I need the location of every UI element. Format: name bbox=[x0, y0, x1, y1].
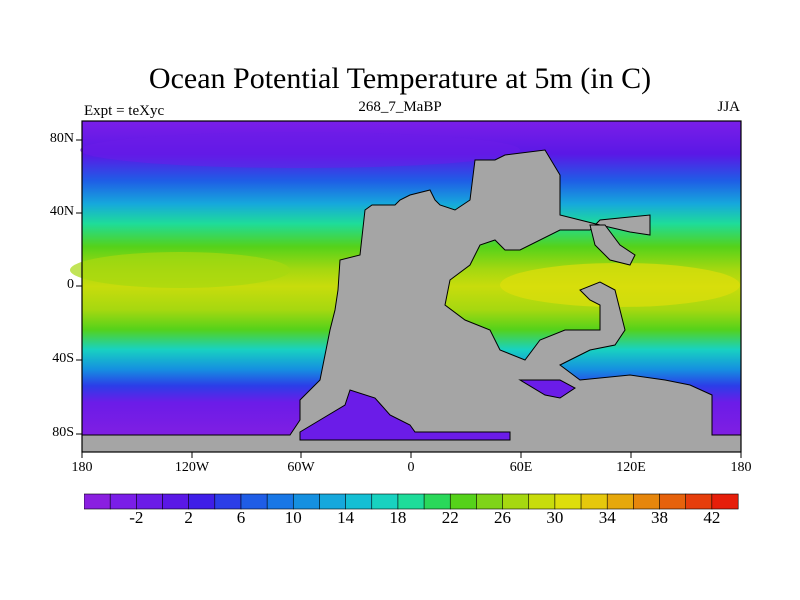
colorbar-tick-label: 42 bbox=[703, 508, 721, 527]
y-tick-label: 40N bbox=[49, 204, 74, 219]
colorbar-swatch bbox=[423, 493, 451, 510]
colorbar-swatch bbox=[711, 493, 739, 510]
colorbar-swatch bbox=[580, 493, 608, 510]
x-tick-label: 120W bbox=[174, 460, 210, 475]
colorbar-swatch bbox=[554, 493, 582, 510]
colorbar-swatch bbox=[109, 493, 137, 510]
colorbar-tick-label: 10 bbox=[284, 508, 302, 527]
colorbar-tick-label: 30 bbox=[546, 508, 564, 527]
colorbar-swatch bbox=[659, 493, 687, 510]
colorbar-tick-label: 18 bbox=[389, 508, 407, 527]
colorbar-swatch bbox=[606, 493, 634, 510]
y-tick-label: 0 bbox=[67, 277, 74, 292]
x-tick-label: 60W bbox=[287, 460, 315, 475]
warm-pool-west bbox=[70, 252, 290, 288]
time-label: 268_7_MaBP bbox=[358, 99, 442, 115]
warm-pool-east bbox=[500, 263, 740, 307]
colorbar-swatch bbox=[292, 493, 320, 510]
colorbar-tick-label: 26 bbox=[494, 508, 512, 527]
colorbar-swatch bbox=[371, 493, 399, 510]
colorbar bbox=[84, 493, 739, 510]
season-label: JJA bbox=[717, 99, 740, 115]
colorbar-swatch bbox=[162, 493, 190, 510]
colorbar-swatch bbox=[84, 493, 111, 510]
map-title: Ocean Potential Temperature at 5m (in C) bbox=[148, 62, 652, 95]
colorbar-swatch bbox=[528, 493, 556, 510]
colorbar-tick-label: 34 bbox=[598, 508, 616, 527]
x-tick-label: 0 bbox=[407, 460, 415, 475]
colorbar-swatch bbox=[136, 493, 163, 510]
x-tick-label: 180 bbox=[730, 460, 752, 475]
colorbar-swatch bbox=[449, 493, 477, 510]
y-tick-label: 80N bbox=[49, 131, 74, 146]
colorbar-tick-label: 38 bbox=[651, 508, 669, 527]
plot-area bbox=[70, 120, 742, 458]
x-tick-label: 180 bbox=[71, 460, 93, 475]
colorbar-tick-label: 14 bbox=[337, 508, 355, 527]
colorbar-swatch bbox=[476, 493, 504, 510]
y-axis-ticks bbox=[76, 139, 82, 435]
colorbar-swatch bbox=[397, 493, 425, 510]
land-east-island bbox=[589, 224, 636, 266]
colorbar-swatch bbox=[240, 493, 268, 510]
colorbar-tick-label: 6 bbox=[236, 508, 246, 527]
south-polar-sea bbox=[299, 389, 511, 441]
colorbar-tick-label: -2 bbox=[129, 508, 144, 527]
colorbar-swatch bbox=[319, 493, 347, 510]
x-tick-label: 60E bbox=[509, 460, 533, 475]
cold-north-tongue bbox=[80, 132, 520, 168]
x-tick-label: 120E bbox=[616, 460, 646, 475]
south-bay bbox=[518, 379, 576, 399]
colorbar-swatch bbox=[345, 493, 373, 510]
colorbar-tick-label: 22 bbox=[441, 508, 459, 527]
y-tick-label: 40S bbox=[52, 351, 74, 366]
colorbar-tick-label: 2 bbox=[184, 508, 193, 527]
y-tick-label: 80S bbox=[52, 425, 74, 440]
colorbar-swatch bbox=[266, 493, 294, 510]
colorbar-swatch bbox=[685, 493, 713, 510]
colorbar-swatch bbox=[502, 493, 530, 510]
x-axis-ticks bbox=[81, 452, 742, 458]
colorbar-swatch bbox=[633, 493, 661, 510]
experiment-label: Expt = teXyc bbox=[84, 103, 165, 119]
colorbar-swatch bbox=[214, 493, 242, 510]
colorbar-swatch bbox=[188, 493, 216, 510]
